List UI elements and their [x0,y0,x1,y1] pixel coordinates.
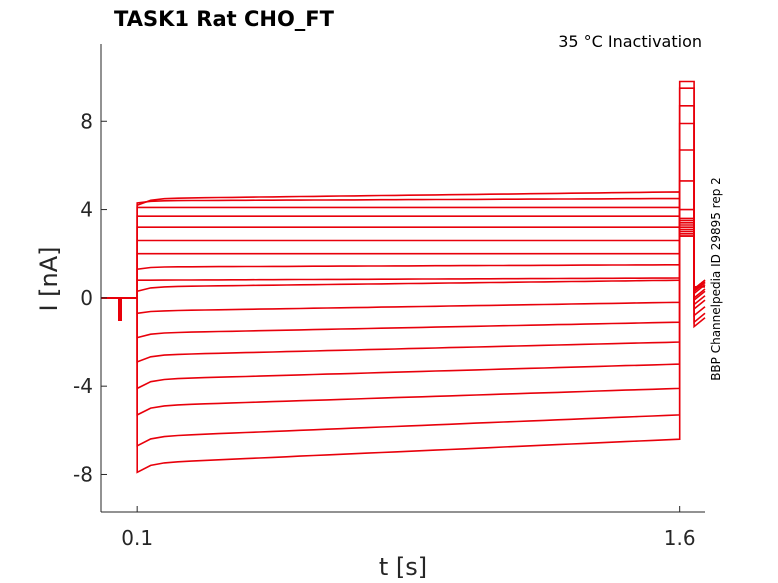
x-ticks: 0.1 1.6 [121,506,696,550]
y-tick-label: 0 [80,286,93,310]
x-tick-label: 1.6 [664,526,696,550]
y-tick-label: -8 [73,462,93,486]
chart-title: TASK1 Rat CHO_FT [114,7,335,31]
y-tick-label: 8 [80,109,93,133]
axes: -8 -4 0 4 8 0.1 1.6 [73,44,705,550]
current-trace-15 [101,206,706,321]
current-trace-17 [101,191,705,321]
channelpedia-label: BBP Channelpedia ID 29895 rep 2 [709,177,723,381]
current-trace-13 [101,226,706,321]
chart-subtitle: 35 °C Inactivation [558,32,702,51]
x-tick-label: 0.1 [121,526,153,550]
current-trace-14 [101,215,706,321]
current-trace-11 [101,224,706,321]
traces-group [101,80,706,474]
current-trace-5 [101,149,706,364]
current-trace-4 [101,122,706,390]
y-tick-label: -4 [73,374,93,398]
current-trace-9 [101,219,706,321]
current-trace-16 [101,197,705,321]
y-tick-label: 4 [80,198,93,222]
x-axis-label: t [s] [379,553,427,581]
y-axis-label: I [nA] [35,246,63,311]
y-ticks: -8 -4 0 4 8 [73,109,107,486]
current-trace-12 [101,226,706,321]
current-trace-7 [101,208,706,321]
current-trace-8 [101,217,706,321]
current-trace-6 [101,180,706,339]
current-trace-1 [101,80,706,474]
current-trace-2 [101,87,706,448]
current-trace-3 [101,105,706,417]
current-trace-10 [101,222,706,321]
